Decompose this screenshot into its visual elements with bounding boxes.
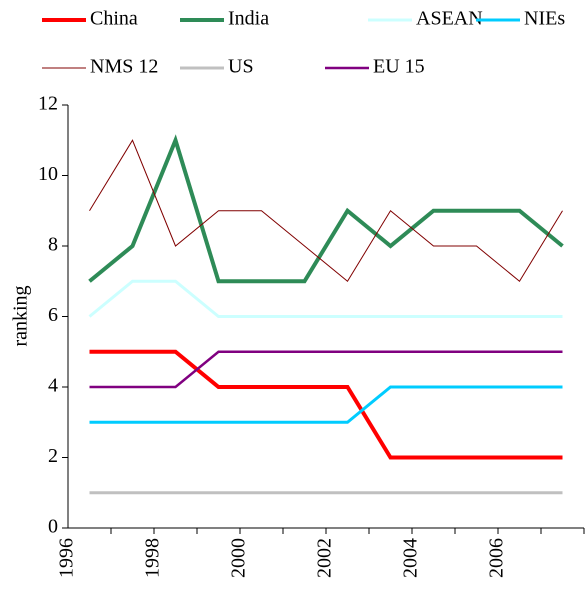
y-axis-label: ranking bbox=[10, 285, 32, 346]
y-tick-label: 4 bbox=[48, 375, 58, 397]
x-tick-label: 1998 bbox=[142, 538, 164, 578]
series-line bbox=[88, 279, 563, 318]
x-tick-label: 2006 bbox=[486, 538, 508, 578]
y-tick-label: 8 bbox=[48, 234, 58, 256]
series-line bbox=[89, 350, 563, 389]
legend-label: China bbox=[90, 8, 138, 30]
series-line bbox=[89, 139, 563, 283]
legend-label: EU 15 bbox=[373, 56, 425, 78]
y-tick-label: 0 bbox=[48, 516, 58, 538]
series-line bbox=[88, 134, 564, 284]
legend-label: US bbox=[228, 56, 254, 78]
y-tick-label: 10 bbox=[38, 163, 58, 185]
x-tick-label: 2004 bbox=[400, 538, 422, 578]
series-line bbox=[89, 385, 563, 424]
y-tick-label: 12 bbox=[38, 93, 58, 115]
x-tick-label: 2000 bbox=[228, 538, 250, 578]
legend-label: ASEAN bbox=[416, 8, 483, 30]
y-tick-label: 2 bbox=[48, 445, 58, 467]
x-tick-label: 1996 bbox=[56, 538, 78, 578]
legend-label: NMS 12 bbox=[90, 56, 158, 78]
series-line bbox=[89, 349, 563, 460]
y-tick-label: 6 bbox=[48, 304, 58, 326]
legend-label: India bbox=[228, 8, 269, 30]
x-tick-label: 2002 bbox=[314, 538, 336, 578]
legend-label: NIEs bbox=[524, 8, 565, 30]
